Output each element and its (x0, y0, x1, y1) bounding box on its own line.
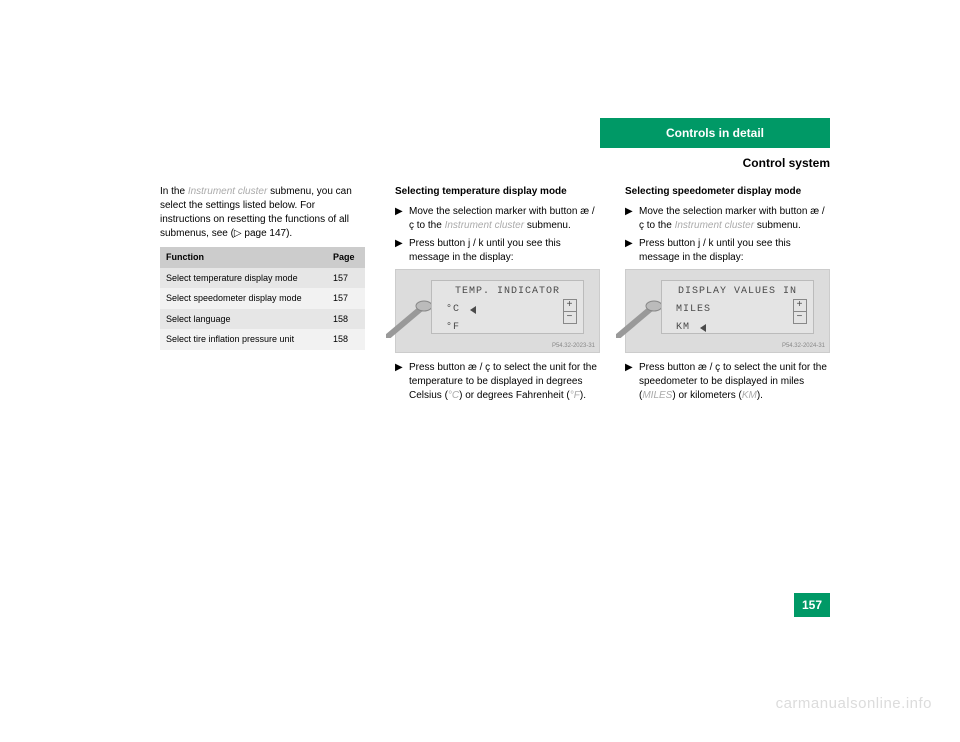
stalk-icon (386, 298, 436, 338)
bullet-icon: ▶ (395, 237, 409, 265)
step: ▶ Press button j / k until you see this … (625, 237, 830, 265)
column-3: Selecting speedometer display mode ▶ Mov… (625, 185, 830, 407)
section-header-text: Controls in detail (666, 126, 764, 140)
intro-paragraph: In the Instrument cluster submenu, you c… (160, 185, 365, 241)
lcd-screen: DISPLAY VALUES IN MILES KM +− (661, 280, 814, 334)
th-page: Page (327, 247, 365, 268)
step: ▶ Press button æ / ç to select the unit … (625, 361, 830, 403)
col3-heading: Selecting speedometer display mode (625, 185, 830, 199)
manual-page: Controls in detail Control system In the… (0, 0, 960, 742)
lcd-title: TEMP. INDICATOR (432, 281, 583, 299)
step-text: Move the selection marker with button æ … (409, 205, 600, 233)
lcd-display-temp: TEMP. INDICATOR °C °F +− P54.32-2023-31 (395, 269, 600, 353)
page-number-badge: 157 (794, 593, 830, 617)
step-text: Press button æ / ç to select the unit fo… (639, 361, 830, 403)
plus-minus-icon: +− (793, 299, 807, 324)
intro-em: Instrument cluster (188, 186, 267, 197)
intro-1: In the (160, 186, 185, 197)
step-text: Press button æ / ç to select the unit fo… (409, 361, 600, 403)
td-page: 157 (327, 268, 365, 289)
page-subtitle: Control system (160, 156, 830, 170)
function-table: Function Page Select temperature display… (160, 247, 365, 350)
lcd-display-speed: DISPLAY VALUES IN MILES KM +− P54.32-202… (625, 269, 830, 353)
column-2: Selecting temperature display mode ▶ Mov… (395, 185, 600, 407)
lcd-row: °C (432, 303, 583, 317)
lcd-image-code: P54.32-2024-31 (782, 342, 825, 350)
lcd-row: MILES (662, 303, 813, 317)
table-header-row: Function Page (160, 247, 365, 268)
section-header-tab: Controls in detail (600, 118, 830, 148)
bullet-icon: ▶ (625, 205, 639, 233)
button-ref: æ / ç (468, 362, 490, 373)
lcd-row: °F (432, 321, 583, 335)
td-function: Select speedometer display mode (160, 288, 327, 309)
bullet-icon: ▶ (625, 361, 639, 403)
page-number: 157 (802, 598, 822, 612)
lcd-screen: TEMP. INDICATOR °C °F +− (431, 280, 584, 334)
td-page: 157 (327, 288, 365, 309)
watermark: carmanualsonline.info (776, 695, 932, 712)
step: ▶ Move the selection marker with button … (625, 205, 830, 233)
bullet-icon: ▶ (395, 205, 409, 233)
plus-minus-icon: +− (563, 299, 577, 324)
step: ▶ Move the selection marker with button … (395, 205, 600, 233)
bullet-icon: ▶ (395, 361, 409, 403)
lcd-row: KM (662, 321, 813, 335)
stalk-icon (616, 298, 666, 338)
bullet-icon: ▶ (625, 237, 639, 265)
table-row: Select temperature display mode 157 (160, 268, 365, 289)
td-page: 158 (327, 309, 365, 330)
lcd-image-code: P54.32-2023-31 (552, 342, 595, 350)
td-function: Select language (160, 309, 327, 330)
td-function: Select tire inflation pressure unit (160, 329, 327, 350)
table-row: Select tire inflation pressure unit 158 (160, 329, 365, 350)
button-ref: æ / ç (698, 362, 720, 373)
step-text: Press button j / k until you see this me… (639, 237, 830, 265)
table-row: Select language 158 (160, 309, 365, 330)
button-ref: j / k (698, 238, 714, 249)
td-page: 158 (327, 329, 365, 350)
step: ▶ Press button j / k until you see this … (395, 237, 600, 265)
column-1: In the Instrument cluster submenu, you c… (160, 185, 365, 350)
step-text: Move the selection marker with button æ … (639, 205, 830, 233)
selector-arrow-icon (470, 306, 476, 314)
button-ref: j / k (468, 238, 484, 249)
td-function: Select temperature display mode (160, 268, 327, 289)
step: ▶ Press button æ / ç to select the unit … (395, 361, 600, 403)
lcd-title: DISPLAY VALUES IN (662, 281, 813, 299)
th-function: Function (160, 247, 327, 268)
selector-arrow-icon (700, 324, 706, 332)
table-row: Select speedometer display mode 157 (160, 288, 365, 309)
step-text: Press button j / k until you see this me… (409, 237, 600, 265)
col2-heading: Selecting temperature display mode (395, 185, 600, 199)
